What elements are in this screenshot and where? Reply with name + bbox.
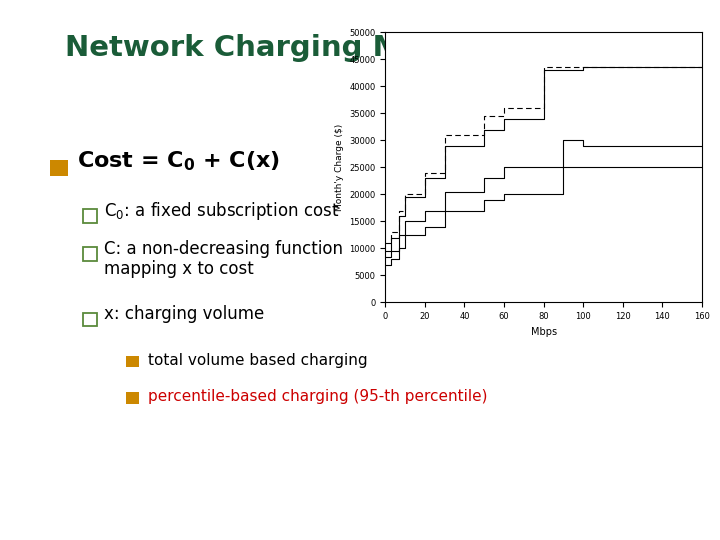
Text: Cost = C$_{\mathbf{0}}$ + C(x): Cost = C$_{\mathbf{0}}$ + C(x) bbox=[77, 149, 280, 173]
Text: percentile-based charging (95-th percentile): percentile-based charging (95-th percent… bbox=[148, 389, 487, 404]
FancyBboxPatch shape bbox=[126, 392, 139, 404]
Text: x: charging volume: x: charging volume bbox=[104, 305, 265, 323]
FancyBboxPatch shape bbox=[50, 160, 68, 176]
Text: mapping x to cost: mapping x to cost bbox=[104, 260, 254, 278]
Bar bbox=[83, 247, 97, 260]
X-axis label: Mbps: Mbps bbox=[531, 327, 557, 336]
Text: Network Charging Model: Network Charging Model bbox=[65, 34, 472, 62]
Text: C$_0$: a fixed subscription cost: C$_0$: a fixed subscription cost bbox=[104, 200, 340, 222]
FancyBboxPatch shape bbox=[126, 356, 139, 368]
Text: total volume based charging: total volume based charging bbox=[148, 353, 367, 368]
Bar bbox=[83, 313, 97, 326]
Bar bbox=[83, 210, 97, 223]
Text: C: a non-decreasing function: C: a non-decreasing function bbox=[104, 240, 343, 258]
Y-axis label: Month'y Charge ($): Month'y Charge ($) bbox=[335, 124, 343, 211]
